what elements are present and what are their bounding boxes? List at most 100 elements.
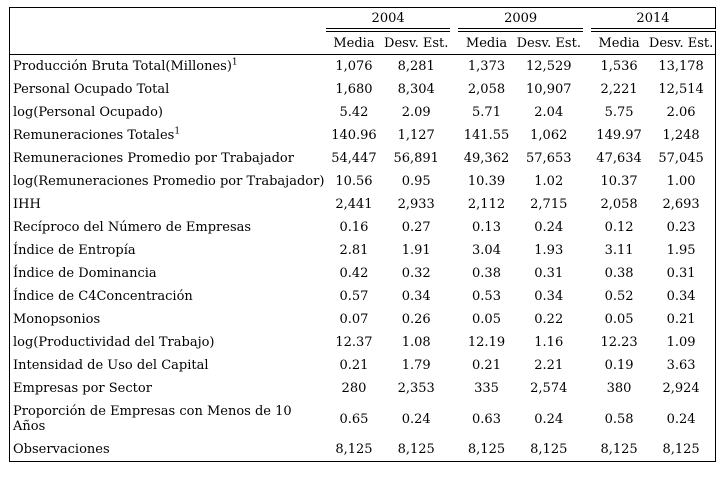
cell-value: 0.27 [401, 220, 431, 235]
row-spacer [450, 285, 458, 308]
cell-value: 5.42 [339, 105, 369, 120]
row-label-text: Remuneraciones Totales [13, 128, 175, 143]
year-header-2004: 2004 [325, 7, 451, 32]
row-label: Recíproco del Número de Empresas [10, 216, 326, 239]
row-label-text: Intensidad de Uso del Capital [13, 358, 209, 373]
cell-value: 0.31 [666, 266, 696, 281]
row-spacer [583, 78, 591, 101]
row-spacer [583, 438, 591, 462]
summary-statistics-table: 2004 2009 2014 Media Desv. Est. Media De… [9, 7, 716, 462]
cell-value: 0.24 [401, 411, 431, 427]
row-label: Producción Bruta Total(Millones)1 [10, 55, 326, 79]
row-spacer [450, 216, 458, 239]
row-label: Remuneraciones Totales1 [10, 124, 326, 147]
cell-value: 10.56 [335, 174, 373, 189]
cell-value: 13,178 [658, 59, 704, 74]
row-spacer [583, 124, 591, 147]
table-row: Índice de Dominancia 0.42 0.32 0.38 0.31 0.38… [10, 262, 716, 285]
row-spacer [583, 262, 591, 285]
footnote-marker: 1 [231, 57, 238, 68]
row-spacer [583, 354, 591, 377]
row-label-text: log(Personal Ocupado) [13, 105, 163, 120]
cell-value: 0.24 [534, 411, 564, 427]
row-spacer [583, 147, 591, 170]
row-label-text: Observaciones [13, 442, 110, 457]
year-header-row: 2004 2009 2014 [9, 7, 716, 55]
row-spacer [583, 55, 591, 79]
table-row: log(Remuneraciones Promedio por Trabajad… [10, 170, 716, 193]
subheader-desv-2004: Desv. Est. [382, 30, 451, 55]
row-spacer [583, 101, 591, 124]
cell-value: 8,281 [397, 59, 435, 74]
cell-value: 140.96 [331, 128, 377, 143]
row-spacer [450, 124, 458, 147]
cell-value: 335 [474, 381, 499, 396]
table-row: log(Personal Ocupado) 5.42 2.09 5.71 2.04 5.7… [10, 101, 716, 124]
cell-value: 5.71 [472, 105, 501, 120]
cell-value: 3.04 [472, 243, 501, 258]
row-label: Remuneraciones Promedio por Trabajador [10, 147, 326, 170]
subheader-desv-2009: Desv. Est. [514, 30, 583, 55]
row-spacer [450, 193, 458, 216]
cell-value: 2,221 [600, 82, 638, 97]
row-spacer [583, 239, 591, 262]
row-spacer [583, 193, 591, 216]
cell-value: 12.37 [335, 335, 373, 350]
cell-value: 2.04 [534, 105, 564, 120]
cell-value: 1.09 [666, 335, 696, 350]
cell-value: 2.06 [666, 105, 696, 120]
row-spacer [450, 438, 458, 462]
row-spacer [583, 331, 591, 354]
table-body: Producción Bruta Total(Millones)1 1,076 8,… [10, 55, 716, 462]
row-spacer [583, 377, 591, 400]
row-spacer [450, 170, 458, 193]
cell-value: 8,125 [397, 442, 435, 457]
cell-value: 3.11 [604, 243, 634, 258]
header-spacer [582, 7, 591, 55]
cell-value: 8,125 [335, 442, 373, 457]
table-row: Observaciones 8,125 8,125 8,125 8,125 8,125 8,… [10, 438, 716, 462]
row-spacer [583, 170, 591, 193]
cell-value: 0.52 [604, 289, 634, 304]
cell-value: 0.95 [401, 174, 431, 189]
row-label-text: Índice de C4Concentración [13, 289, 193, 304]
cell-value: 1.91 [401, 243, 431, 258]
cell-value: 5.75 [604, 105, 634, 120]
cell-value: 10,907 [526, 82, 572, 97]
cell-value: 56,891 [393, 151, 439, 166]
row-label-text: IHH [13, 197, 41, 212]
row-label-text: Índice de Entropía [13, 243, 136, 258]
table-row: Intensidad de Uso del Capital 0.21 1.79 0.2… [10, 354, 716, 377]
row-spacer [450, 239, 458, 262]
cell-value: 8,304 [397, 82, 435, 97]
row-spacer [450, 377, 458, 400]
row-label: Proporción de Empresas con Menos de 10 A… [10, 400, 326, 438]
cell-value: 0.57 [339, 289, 369, 304]
cell-value: 12.23 [600, 335, 638, 350]
cell-value: 2.09 [401, 105, 431, 120]
cell-value: 0.16 [339, 220, 369, 235]
row-label-text: Producción Bruta Total(Millones) [13, 59, 232, 74]
cell-value: 280 [341, 381, 367, 396]
row-label: Empresas por Sector [10, 377, 326, 400]
row-spacer [583, 400, 591, 438]
cell-value: 1.08 [401, 335, 431, 350]
cell-value: 2.81 [339, 243, 369, 258]
row-label: Monopsonios [10, 308, 326, 331]
subheader-row: Media Desv. Est. Media Desv. Est. Media … [10, 30, 716, 55]
row-spacer [583, 216, 591, 239]
cell-value: 141.55 [463, 128, 510, 143]
row-spacer [450, 78, 458, 101]
cell-value: 0.24 [534, 220, 564, 235]
cell-value: 1,536 [600, 59, 638, 74]
cell-value: 8,125 [600, 442, 638, 457]
row-label: Observaciones [10, 438, 326, 462]
row-label: log(Remuneraciones Promedio por Trabajad… [10, 170, 326, 193]
row-label: log(Productividad del Trabajo) [10, 331, 326, 354]
cell-value: 2,715 [530, 197, 568, 212]
cell-value: 2,058 [600, 197, 638, 212]
cell-value: 0.42 [339, 266, 369, 281]
cell-value: 10.39 [467, 174, 506, 189]
cell-value: 2,058 [467, 82, 506, 97]
